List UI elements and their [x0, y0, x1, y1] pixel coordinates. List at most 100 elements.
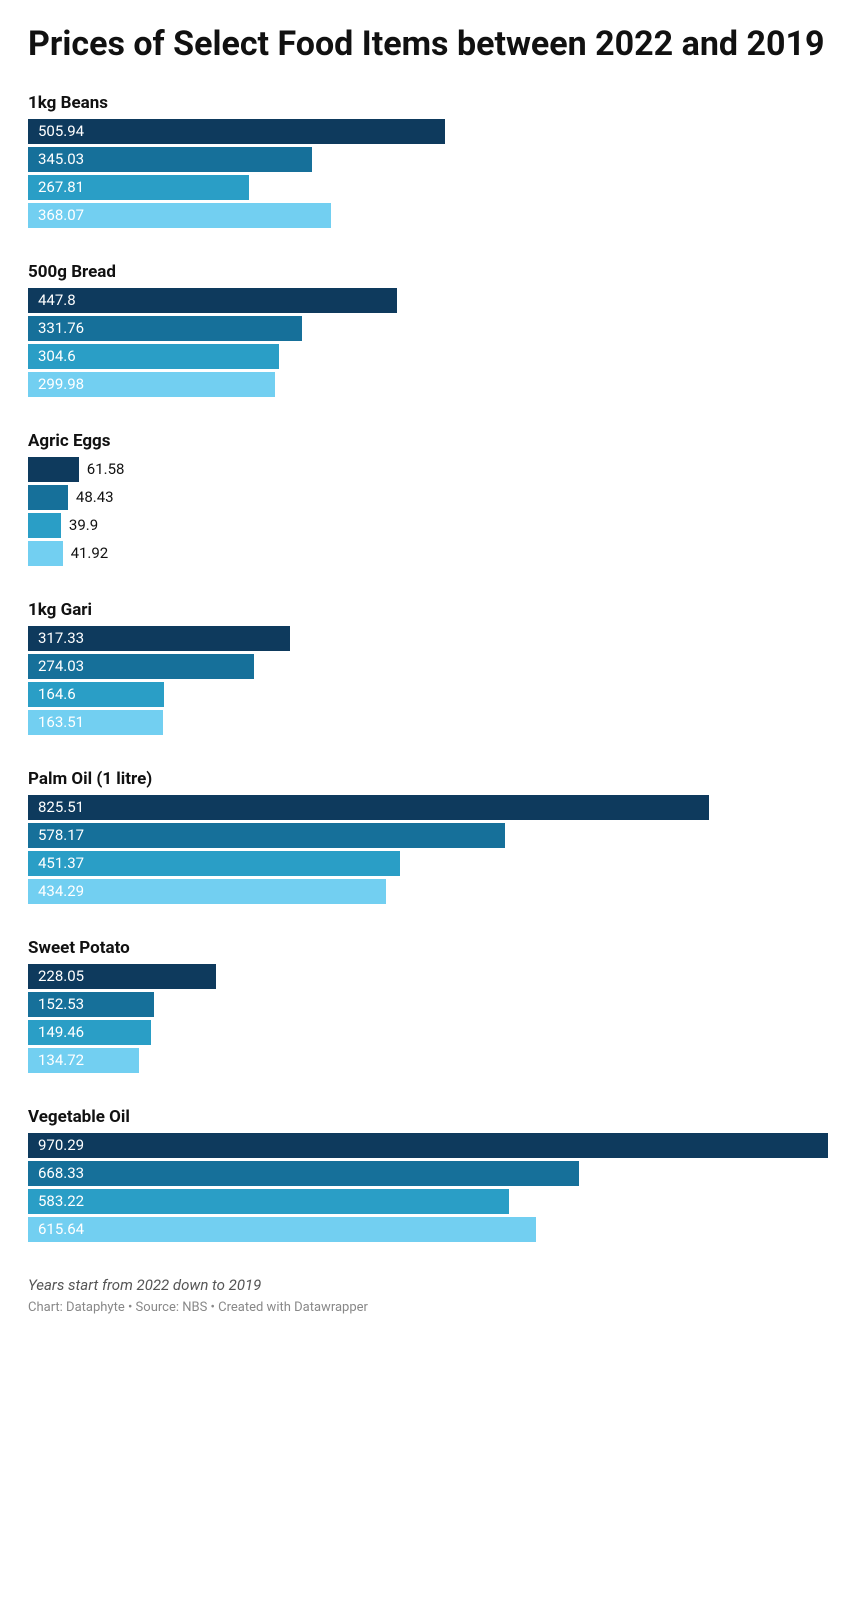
bar-value-label: 317.33 — [38, 629, 84, 647]
chart-group: Palm Oil (1 litre) 825.51 578.17 451.37 434.… — [28, 769, 832, 904]
bar: 274.03 — [28, 654, 254, 679]
bar-row: 152.53 — [28, 992, 832, 1017]
bar: 583.22 — [28, 1189, 509, 1214]
group-label: 500g Bread — [28, 262, 832, 282]
bar-value-label: 583.22 — [38, 1192, 84, 1210]
bar: 578.17 — [28, 823, 505, 848]
bar-value-label: 505.94 — [38, 122, 84, 140]
bar-row: 228.05 — [28, 964, 832, 989]
group-label: Vegetable Oil — [28, 1107, 832, 1127]
bar-row: 615.64 — [28, 1217, 832, 1242]
bar: 825.51 — [28, 795, 709, 820]
bar-row: 163.51 — [28, 710, 832, 735]
bar-row: 61.58 — [28, 457, 832, 482]
bar-value-label: 48.43 — [68, 488, 114, 506]
bar-value-label: 451.37 — [38, 854, 84, 872]
bar-row: 134.72 — [28, 1048, 832, 1073]
bar-row: 331.76 — [28, 316, 832, 341]
chart-group: 500g Bread 447.8 331.76 304.6 299.98 — [28, 262, 832, 397]
bar: 152.53 — [28, 992, 154, 1017]
bar-row: 317.33 — [28, 626, 832, 651]
bar: 164.6 — [28, 682, 164, 707]
bar-row: 149.46 — [28, 1020, 832, 1045]
bar: 505.94 — [28, 119, 445, 144]
bar-row: 48.43 — [28, 485, 832, 510]
chart-group: Agric Eggs 61.58 48.43 39.9 41.92 — [28, 431, 832, 566]
bar-value-label: 134.72 — [38, 1051, 84, 1069]
bar: 331.76 — [28, 316, 302, 341]
bar: 228.05 — [28, 964, 216, 989]
chart-title: Prices of Select Food Items between 2022… — [28, 24, 832, 65]
chart-footer: Chart: Dataphyte • Source: NBS • Created… — [28, 1300, 832, 1315]
bar-value-label: 304.6 — [38, 347, 76, 365]
bar: 299.98 — [28, 372, 275, 397]
bar-row: 970.29 — [28, 1133, 832, 1158]
bar-value-label: 39.9 — [61, 516, 98, 534]
bar: 317.33 — [28, 626, 290, 651]
bar-value-label: 615.64 — [38, 1220, 84, 1238]
bar-value-label: 434.29 — [38, 882, 84, 900]
bar: 149.46 — [28, 1020, 151, 1045]
bar-value-label: 668.33 — [38, 1164, 84, 1182]
bar: 368.07 — [28, 203, 331, 228]
bar-value-label: 970.29 — [38, 1136, 84, 1154]
bar-row: 304.6 — [28, 344, 832, 369]
bar-value-label: 152.53 — [38, 995, 84, 1013]
bar-row: 39.9 — [28, 513, 832, 538]
bar: 615.64 — [28, 1217, 536, 1242]
bar-value-label: 274.03 — [38, 657, 84, 675]
chart-group: Vegetable Oil 970.29 668.33 583.22 615.64 — [28, 1107, 832, 1242]
bar-row: 451.37 — [28, 851, 832, 876]
bar-row: 345.03 — [28, 147, 832, 172]
bar-value-label: 267.81 — [38, 178, 84, 196]
bar-value-label: 447.8 — [38, 291, 76, 309]
bar-row: 447.8 — [28, 288, 832, 313]
chart-subtitle: Years start from 2022 down to 2019 — [28, 1276, 832, 1294]
bar-value-label: 61.58 — [79, 460, 125, 478]
bar: 970.29 — [28, 1133, 828, 1158]
group-label: Palm Oil (1 litre) — [28, 769, 832, 789]
bar-value-label: 299.98 — [38, 375, 84, 393]
bar-row: 668.33 — [28, 1161, 832, 1186]
bar: 447.8 — [28, 288, 397, 313]
bar-row: 825.51 — [28, 795, 832, 820]
bar-row: 434.29 — [28, 879, 832, 904]
chart-group: 1kg Beans 505.94 345.03 267.81 368.07 — [28, 93, 832, 228]
bar-row: 164.6 — [28, 682, 832, 707]
bar: 304.6 — [28, 344, 279, 369]
bar-row: 267.81 — [28, 175, 832, 200]
bar-value-label: 345.03 — [38, 150, 84, 168]
group-label: Sweet Potato — [28, 938, 832, 958]
bar-value-label: 331.76 — [38, 319, 84, 337]
chart-container: 1kg Beans 505.94 345.03 267.81 368.07 500g Br… — [28, 93, 832, 1242]
chart-group: 1kg Gari 317.33 274.03 164.6 163.51 — [28, 600, 832, 735]
bar: 163.51 — [28, 710, 163, 735]
bar: 345.03 — [28, 147, 312, 172]
bar-value-label: 163.51 — [38, 713, 84, 731]
bar — [28, 541, 63, 566]
bar: 434.29 — [28, 879, 386, 904]
bar-value-label: 164.6 — [38, 685, 76, 703]
bar-value-label: 368.07 — [38, 206, 84, 224]
group-label: Agric Eggs — [28, 431, 832, 451]
bar-value-label: 578.17 — [38, 826, 84, 844]
bar: 134.72 — [28, 1048, 139, 1073]
bar-row: 368.07 — [28, 203, 832, 228]
bar: 668.33 — [28, 1161, 579, 1186]
group-label: 1kg Beans — [28, 93, 832, 113]
bar-value-label: 228.05 — [38, 967, 84, 985]
bar — [28, 457, 79, 482]
bar-row: 274.03 — [28, 654, 832, 679]
bar-value-label: 825.51 — [38, 798, 84, 816]
bar-row: 583.22 — [28, 1189, 832, 1214]
bar-row: 299.98 — [28, 372, 832, 397]
group-label: 1kg Gari — [28, 600, 832, 620]
bar: 451.37 — [28, 851, 400, 876]
bar: 267.81 — [28, 175, 249, 200]
bar-row: 505.94 — [28, 119, 832, 144]
bar — [28, 485, 68, 510]
bar-value-label: 41.92 — [63, 544, 109, 562]
bar — [28, 513, 61, 538]
bar-row: 578.17 — [28, 823, 832, 848]
bar-row: 41.92 — [28, 541, 832, 566]
